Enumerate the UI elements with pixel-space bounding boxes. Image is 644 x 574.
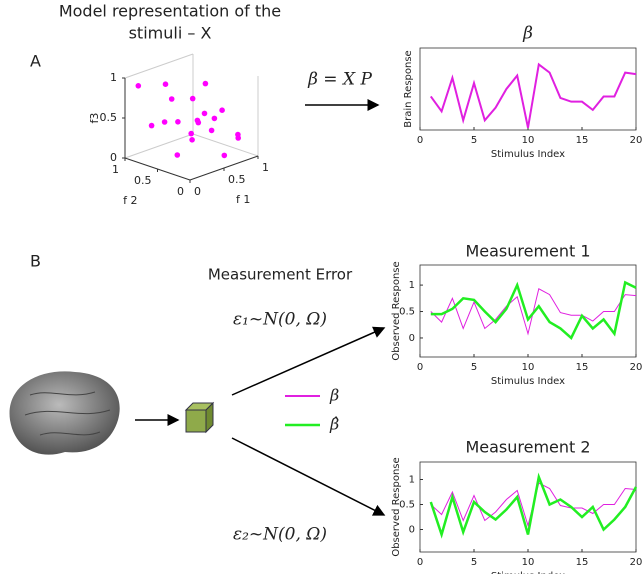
point <box>219 107 225 113</box>
x-axis-label: f 1 <box>236 193 250 206</box>
pane-edge <box>124 133 194 159</box>
line <box>429 62 637 128</box>
x-tick-label: 1 <box>262 161 269 174</box>
y-axis-label: Observed Response <box>391 457 402 556</box>
y-tick-label: 1 <box>409 280 415 291</box>
y-axis-label: Observed Response <box>391 261 402 360</box>
y-axis-label: f 2 <box>123 194 137 207</box>
legend-label: β <box>329 386 339 405</box>
x-tick-label: 20 <box>630 557 643 568</box>
line <box>430 280 637 340</box>
plot-area <box>419 47 637 131</box>
y-tick-label: 1 <box>112 163 119 176</box>
brain-image <box>9 371 120 455</box>
chart-title: Model representation of the <box>59 2 281 21</box>
y-tick-label: 0 <box>409 525 415 536</box>
point <box>174 152 181 158</box>
x-tick-label: 5 <box>471 362 477 373</box>
pane-edge <box>124 53 194 79</box>
y-tick-label: 1 <box>409 475 415 486</box>
point <box>201 110 208 117</box>
chart-title: stimuli – X <box>129 24 212 43</box>
point <box>161 119 168 125</box>
cube <box>185 409 207 433</box>
y-tick-label: 0.5 <box>399 500 415 511</box>
x-tick-label: 0.5 <box>228 173 246 186</box>
x-tick-label: 15 <box>576 135 589 146</box>
x-tick-label: 20 <box>630 135 643 146</box>
legend-label: β̂ <box>329 415 339 434</box>
x-tick-label: 10 <box>522 557 535 568</box>
y-tick-label: 0 <box>409 333 415 344</box>
plot-area <box>419 264 637 358</box>
x-tick-label: 15 <box>576 557 589 568</box>
z-axis-label: f3 <box>88 113 101 124</box>
label: Measurement Error <box>208 266 353 284</box>
x-axis-label: Stimulus Index <box>491 571 565 574</box>
x-tick-label: 20 <box>630 362 643 373</box>
point <box>175 119 181 125</box>
arrow <box>231 326 386 396</box>
x-tick-label: 15 <box>576 362 589 373</box>
plot-area <box>419 461 637 553</box>
z-tick-label: 1 <box>110 71 117 84</box>
x-tick-label: 0 <box>194 185 201 198</box>
x-tick-label: 0 <box>417 557 423 568</box>
point <box>189 95 196 102</box>
x-tick-label: 10 <box>522 362 535 373</box>
z-tick-label: 0 <box>110 151 117 164</box>
chart-title: Measurement 2 <box>465 438 590 457</box>
y-tick-label: 0.5 <box>134 174 152 187</box>
x-axis-label: Stimulus Index <box>491 376 565 387</box>
point <box>188 130 194 137</box>
equation: ε₂~N(0, Ω) <box>233 525 327 545</box>
y-axis-label: Brain Response <box>403 50 414 127</box>
point <box>135 83 142 89</box>
point <box>194 117 201 124</box>
x-tick-label: 0 <box>417 362 423 373</box>
point <box>162 81 169 87</box>
x-tick-label: 10 <box>522 135 535 146</box>
point <box>221 152 228 159</box>
x-axis-label: Stimulus Index <box>491 149 565 160</box>
pane-edge <box>192 133 259 157</box>
cube <box>205 401 214 434</box>
point <box>211 115 218 122</box>
equation: β = X P <box>307 70 372 90</box>
x-tick-label: 5 <box>471 135 477 146</box>
point <box>208 127 215 134</box>
panel-label: B <box>30 252 41 271</box>
panel-label: A <box>30 52 41 71</box>
point <box>202 80 209 87</box>
equation: ε₁~N(0, Ω) <box>233 310 327 330</box>
point <box>148 122 155 129</box>
z-tick-label: 0.5 <box>100 111 118 124</box>
brain-sulci <box>24 391 111 436</box>
point <box>189 137 195 143</box>
arrow <box>231 437 386 516</box>
x-tick-label: 0 <box>417 135 423 146</box>
y-tick-label: 0.5 <box>399 307 415 318</box>
point <box>235 131 241 138</box>
line <box>429 472 638 539</box>
point <box>168 96 175 102</box>
x-tick-label: 5 <box>471 557 477 568</box>
y-tick-label: 0 <box>177 185 184 198</box>
chart-title: Measurement 1 <box>465 242 590 261</box>
chart-title: β <box>522 24 533 44</box>
